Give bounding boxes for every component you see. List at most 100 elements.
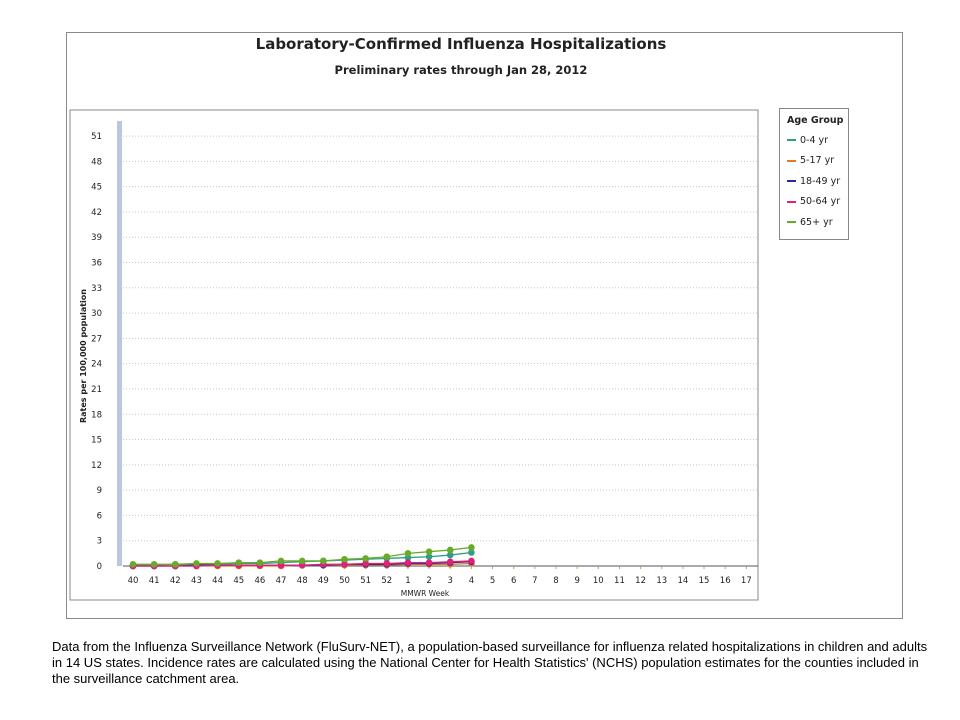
x-tick-label: 42 [170,576,181,586]
series-point [277,557,285,565]
x-tick-label: 48 [297,576,308,586]
x-tick-label: 50 [339,576,350,586]
series-point [362,560,369,567]
series-point [446,551,454,559]
x-tick-label: 44 [212,576,223,586]
series-point [468,557,475,565]
x-tick-label: 47 [276,576,287,586]
x-tick-label: 41 [149,576,160,586]
x-tick-label: 1 [405,576,410,586]
x-tick-label: 2 [426,576,431,586]
legend-label: 18-49 yr [800,175,841,187]
series-point [256,559,264,566]
x-tick-label: 52 [381,576,392,586]
series-point [425,548,433,555]
series-point [235,559,243,566]
y-tick-label: 3 [97,537,102,547]
legend-item: 5-17 yr [787,151,848,172]
legend-swatch [787,139,796,142]
series-point [129,561,137,568]
x-tick-label: 40 [128,576,139,586]
x-tick-label: 4 [469,576,474,586]
series-point [446,546,454,554]
series-point [383,553,391,561]
x-tick-label: 16 [720,576,731,586]
legend-title: Age Group [787,115,844,126]
chart-subtitle: Preliminary rates through Jan 28, 2012 [334,63,588,77]
series-point [298,557,306,565]
series-point [341,561,348,568]
series-point [320,557,327,565]
x-tick-label: 17 [741,576,752,586]
x-tick-label: 10 [593,576,604,586]
legend-swatch [787,221,796,224]
y-tick-label: 30 [91,309,102,319]
x-tick-label: 15 [699,576,710,586]
legend-label: 0-4 yr [800,134,829,146]
x-tick-label: 11 [614,576,625,586]
series-point [425,559,433,566]
series-point [172,561,179,568]
y-tick-label: 27 [91,334,102,344]
y-axis-band [117,121,122,566]
series-point [468,544,475,551]
y-axis-label: Rates per 100,000 population [79,289,88,423]
series-point [214,560,221,567]
series-point [150,561,158,568]
legend: Age Group 0-4 yr 5-17 yr 18-49 yr 50-64 yr 6… [779,108,849,240]
plot-area [69,109,759,601]
y-tick-label: 6 [97,511,102,521]
x-tick-label: 45 [233,576,244,586]
legend-swatch [787,159,796,162]
x-tick-label: 43 [191,576,202,586]
legend-item: 0-4 yr [787,130,848,151]
x-tick-label: 14 [677,576,688,586]
legend-item: 18-49 yr [787,171,848,192]
series-point [341,555,348,563]
series-point [446,558,454,566]
x-tick-label: 13 [656,576,667,586]
y-tick-label: 21 [91,385,102,395]
legend-swatch [787,200,796,203]
y-tick-label: 0 [97,562,102,572]
x-tick-label: 49 [318,576,329,586]
chart-title: Laboratory-Confirmed Influenza Hospitali… [255,35,667,53]
legend-label: 65+ yr [800,216,833,228]
x-tick-label: 6 [511,576,516,586]
y-tick-label: 24 [91,360,102,370]
x-tick-label: 5 [490,576,495,586]
series-point [193,560,200,567]
x-tick-label: 9 [574,576,579,586]
series-point [404,550,412,557]
y-tick-label: 33 [91,284,102,294]
legend-label: 5-17 yr [800,155,835,167]
y-tick-label: 9 [97,486,102,496]
y-tick-label: 51 [91,132,102,142]
y-tick-label: 42 [91,208,102,218]
y-tick-label: 15 [91,436,102,446]
y-tick-label: 36 [91,259,102,269]
footnote: Data from the Influenza Surveillance Net… [52,639,928,686]
y-tick-label: 18 [91,410,102,420]
y-tick-label: 48 [91,157,102,167]
x-tick-label: 46 [254,576,265,586]
series-point [383,560,391,567]
series-point [404,559,412,566]
series-point [468,549,475,556]
legend-item: 65+ yr [787,212,848,233]
y-tick-label: 39 [91,233,102,243]
x-tick-label: 51 [360,576,371,586]
x-tick-label: 7 [532,576,537,586]
legend-label: 50-64 yr [800,196,841,208]
series-point [425,553,433,561]
x-tick-label: 12 [635,576,646,586]
x-tick-label: 8 [553,576,558,586]
legend-swatch [787,180,796,183]
y-tick-label: 45 [91,183,102,193]
x-tick-label: 3 [448,576,453,586]
x-axis-label: MMWR Week [401,589,450,598]
legend-item: 50-64 yr [787,192,848,213]
series-point [362,555,369,562]
y-tick-label: 12 [91,461,102,471]
